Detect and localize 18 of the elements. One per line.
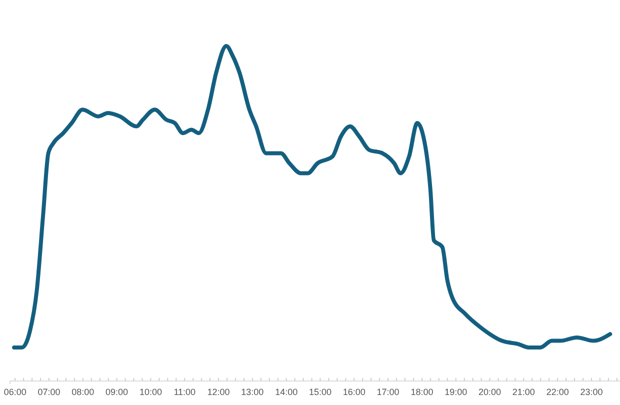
x-tick-label: 20:00 bbox=[478, 387, 502, 398]
x-tick-label: 21:00 bbox=[512, 387, 535, 398]
x-tick-label: 13:00 bbox=[241, 387, 264, 398]
x-tick-label: 14:00 bbox=[275, 387, 298, 398]
x-tick-label: 22:00 bbox=[546, 387, 569, 398]
x-tick-label: 11:00 bbox=[174, 387, 196, 398]
x-tick-label: 23:00 bbox=[580, 387, 603, 398]
x-tick-label: 15:00 bbox=[308, 387, 332, 398]
x-tick-label: 18:00 bbox=[410, 387, 434, 398]
x-tick-label: 09:00 bbox=[106, 387, 128, 398]
x-tick-label: 16:00 bbox=[342, 387, 366, 398]
x-tick-label: 19:00 bbox=[444, 387, 468, 398]
x-tick-label: 12:00 bbox=[207, 387, 230, 398]
x-tick-label: 06:00 bbox=[4, 387, 26, 398]
x-tick-label: 07:00 bbox=[38, 387, 60, 398]
x-tick-label: 10:00 bbox=[139, 387, 162, 398]
x-tick-label: 08:00 bbox=[72, 387, 94, 398]
x-tick-label: 17:00 bbox=[376, 387, 400, 398]
